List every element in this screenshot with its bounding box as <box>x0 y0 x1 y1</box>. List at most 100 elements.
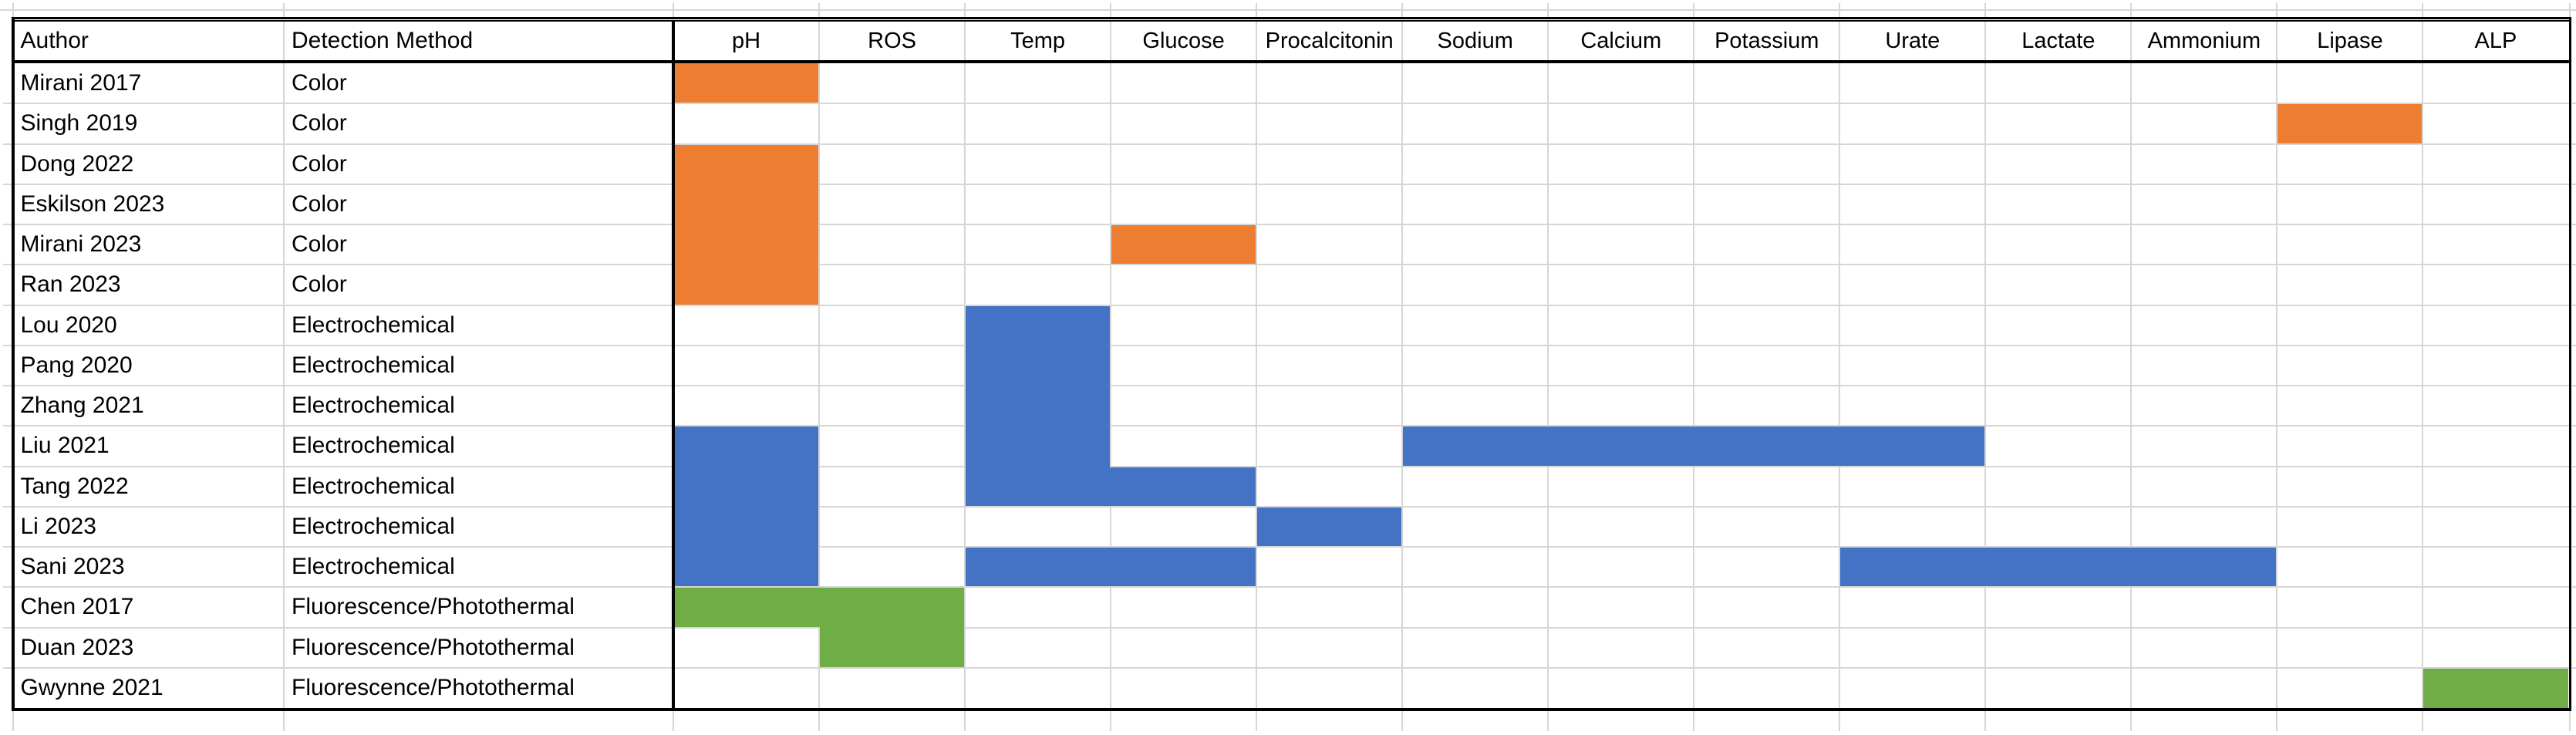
column-header-detection-method[interactable]: Detection Method <box>292 28 474 53</box>
row-gridline-stub <box>3 304 12 306</box>
column-gridline <box>1984 22 1987 708</box>
detected-marker-cell[interactable] <box>1694 427 1841 466</box>
column-header-ros[interactable]: ROS <box>868 28 916 53</box>
column-gridline-stub <box>964 711 966 731</box>
method-cell[interactable]: Electrochemical <box>292 393 455 419</box>
detected-marker-cell[interactable] <box>2278 104 2423 143</box>
detected-marker-cell[interactable] <box>674 467 819 507</box>
column-gridline-stub <box>2568 711 2571 731</box>
row-gridline-stub <box>2572 224 2576 225</box>
row-gridline-stub <box>3 143 12 145</box>
column-header-lactate[interactable]: Lactate <box>2021 28 2096 53</box>
detected-marker-cell[interactable] <box>966 305 1111 346</box>
detected-marker-cell[interactable] <box>674 225 819 266</box>
detected-marker-cell[interactable] <box>1111 225 1256 265</box>
detected-marker-cell[interactable] <box>674 184 819 225</box>
detected-marker-cell[interactable] <box>674 144 819 185</box>
column-header-calcium[interactable]: Calcium <box>1580 28 1662 53</box>
detected-marker-cell[interactable] <box>820 628 965 667</box>
detected-marker-cell[interactable] <box>1986 548 2133 587</box>
column-gridline-stub <box>2130 711 2133 731</box>
author-cell[interactable]: Tang 2022 <box>20 473 129 499</box>
detected-marker-cell[interactable] <box>966 386 1111 427</box>
row-gridline <box>14 425 2569 427</box>
detected-marker-cell[interactable] <box>966 548 1112 587</box>
author-cell[interactable]: Eskilson 2023 <box>20 190 165 217</box>
column-header-potassium[interactable]: Potassium <box>1715 28 1819 53</box>
detected-marker-cell[interactable] <box>1840 548 1987 587</box>
method-cell[interactable]: Electrochemical <box>292 554 455 580</box>
column-header-procalcitonin[interactable]: Procalcitonin <box>1265 28 1394 53</box>
detected-marker-cell[interactable] <box>966 346 1111 386</box>
row-gridline-stub <box>2572 546 2576 548</box>
method-cell[interactable]: Electrochemical <box>292 352 455 378</box>
author-cell[interactable]: Singh 2019 <box>20 110 138 137</box>
author-cell[interactable]: Mirani 2023 <box>20 231 142 258</box>
method-cell[interactable]: Color <box>292 190 347 217</box>
author-cell[interactable]: Li 2023 <box>20 513 96 539</box>
author-cell[interactable]: Dong 2022 <box>20 150 134 177</box>
row-gridline-stub <box>2572 425 2576 427</box>
detected-marker-cell[interactable] <box>674 507 819 548</box>
detected-marker-cell[interactable] <box>674 63 819 103</box>
column-header-ammonium[interactable]: Ammonium <box>2147 28 2261 53</box>
column-header-ph[interactable]: pH <box>731 28 761 53</box>
method-cell[interactable]: Color <box>292 70 347 96</box>
author-cell[interactable]: Chen 2017 <box>20 594 134 620</box>
detected-marker-cell[interactable] <box>674 548 819 587</box>
author-cell[interactable]: Sani 2023 <box>20 554 125 580</box>
method-cell[interactable]: Electrochemical <box>292 473 455 499</box>
detected-marker-cell[interactable] <box>2132 548 2277 587</box>
detected-marker-cell[interactable] <box>1840 427 1985 466</box>
detected-marker-cell[interactable] <box>1257 507 1402 546</box>
detected-marker-cell[interactable] <box>1111 548 1256 587</box>
column-header-glucose[interactable]: Glucose <box>1142 28 1225 53</box>
column-header-author[interactable]: Author <box>20 28 89 53</box>
detected-marker-cell[interactable] <box>1403 427 1549 466</box>
method-cell[interactable]: Electrochemical <box>292 513 455 539</box>
column-gridline <box>283 22 285 708</box>
method-cell[interactable]: Color <box>292 271 347 298</box>
author-cell[interactable]: Mirani 2017 <box>20 70 142 96</box>
detected-marker-cell[interactable] <box>1549 427 1695 466</box>
column-header-alp[interactable]: ALP <box>2474 28 2517 53</box>
author-cell[interactable]: Zhang 2021 <box>20 393 144 419</box>
row-gridline-stub <box>2572 626 2576 629</box>
method-cell[interactable]: Fluorescence/Photothermal <box>292 634 575 660</box>
author-cell[interactable]: Liu 2021 <box>20 433 110 459</box>
method-cell[interactable]: Fluorescence/Photothermal <box>292 594 575 620</box>
detected-marker-cell[interactable] <box>2423 668 2569 708</box>
author-cell[interactable]: Lou 2020 <box>20 312 117 338</box>
author-cell[interactable]: Ran 2023 <box>20 271 121 298</box>
column-header-urate[interactable]: Urate <box>1885 28 1940 53</box>
column-gridline-stub <box>1984 3 1987 17</box>
detected-marker-cell[interactable] <box>1111 467 1256 506</box>
detected-marker-cell[interactable] <box>966 427 1111 467</box>
column-gridline <box>1110 22 1112 708</box>
method-cell[interactable]: Fluorescence/Photothermal <box>292 674 575 700</box>
method-cell[interactable]: Electrochemical <box>292 312 455 338</box>
detected-marker-cell[interactable] <box>674 588 821 627</box>
column-gridline <box>1256 22 1258 708</box>
row-gridline <box>14 546 2569 548</box>
detected-marker-cell[interactable] <box>966 467 1112 506</box>
sheet-gridline-top <box>0 9 2576 11</box>
column-gridline-stub <box>1839 711 1841 731</box>
author-cell[interactable]: Pang 2020 <box>20 352 133 378</box>
row-gridline-stub <box>3 546 12 548</box>
column-header-temp[interactable]: Temp <box>1010 28 1066 53</box>
column-gridline-stub <box>1401 3 1404 17</box>
detected-marker-cell[interactable] <box>674 265 819 305</box>
column-gridline <box>1693 22 1695 708</box>
detected-marker-cell[interactable] <box>674 427 819 467</box>
author-cell[interactable]: Duan 2023 <box>20 634 134 660</box>
column-header-lipase[interactable]: Lipase <box>2317 28 2383 53</box>
column-header-sodium[interactable]: Sodium <box>1437 28 1513 53</box>
method-cell[interactable]: Electrochemical <box>292 433 455 459</box>
detected-marker-cell[interactable] <box>820 588 965 629</box>
method-cell[interactable]: Color <box>292 150 347 177</box>
method-cell[interactable]: Color <box>292 231 347 258</box>
row-gridline-stub <box>3 465 12 467</box>
method-cell[interactable]: Color <box>292 110 347 137</box>
author-cell[interactable]: Gwynne 2021 <box>20 674 164 700</box>
